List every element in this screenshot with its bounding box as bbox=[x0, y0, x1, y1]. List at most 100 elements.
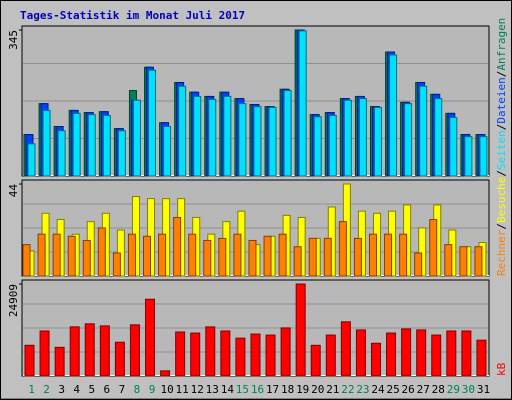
bar bbox=[263, 235, 272, 277]
bar bbox=[158, 233, 167, 277]
bar bbox=[54, 346, 65, 377]
x-tick-label: 29 bbox=[447, 383, 460, 396]
bar bbox=[308, 237, 317, 277]
x-tick-label: 2 bbox=[43, 383, 50, 396]
bar bbox=[235, 337, 246, 377]
bar bbox=[208, 98, 217, 177]
bar bbox=[328, 114, 337, 177]
x-tick-label: 18 bbox=[281, 383, 294, 396]
bar bbox=[280, 327, 291, 377]
bar bbox=[434, 98, 443, 177]
bar bbox=[338, 221, 347, 277]
x-tick-label: 8 bbox=[134, 383, 141, 396]
bar bbox=[148, 69, 157, 177]
bar bbox=[193, 95, 202, 177]
legend-separator: / bbox=[495, 170, 508, 177]
bar bbox=[238, 103, 247, 177]
bar bbox=[293, 246, 302, 277]
bar bbox=[268, 106, 277, 177]
bar bbox=[414, 252, 423, 277]
legend-entry: Rechner bbox=[495, 229, 508, 276]
bar bbox=[340, 321, 351, 377]
legend-entry: Dateien bbox=[495, 77, 508, 123]
x-tick-label: 13 bbox=[206, 383, 219, 396]
x-tick-label: 4 bbox=[73, 383, 80, 396]
bar bbox=[401, 328, 412, 377]
legend-entry: Anfragen bbox=[495, 18, 508, 71]
bar bbox=[72, 112, 81, 177]
x-tick-label: 30 bbox=[462, 383, 475, 396]
x-tick-label: 16 bbox=[251, 383, 264, 396]
x-tick-label: 5 bbox=[88, 383, 95, 396]
bar bbox=[203, 239, 212, 277]
bar bbox=[265, 334, 276, 377]
bar bbox=[173, 216, 182, 277]
bar bbox=[175, 331, 186, 377]
bar bbox=[69, 326, 80, 377]
bar bbox=[42, 109, 51, 177]
bar bbox=[370, 342, 381, 377]
bar bbox=[132, 99, 141, 177]
legend-separator: / bbox=[495, 124, 508, 131]
x-tick-label: 20 bbox=[311, 383, 324, 396]
y-tick-label: 24909 bbox=[7, 284, 20, 317]
x-tick-label: 14 bbox=[221, 383, 235, 396]
bar bbox=[399, 233, 408, 277]
bar bbox=[459, 246, 468, 277]
bar bbox=[117, 130, 126, 177]
y-tick-label: 345 bbox=[7, 30, 20, 50]
bar bbox=[178, 85, 187, 177]
x-tick-label: 3 bbox=[58, 383, 65, 396]
bar bbox=[250, 333, 261, 377]
bar bbox=[474, 246, 483, 277]
x-tick-label: 21 bbox=[326, 383, 339, 396]
x-tick-label: 25 bbox=[386, 383, 399, 396]
x-tick-label: 1 bbox=[28, 383, 35, 396]
bar bbox=[233, 233, 242, 277]
bar bbox=[419, 85, 428, 177]
bar bbox=[461, 330, 472, 377]
bar bbox=[449, 117, 458, 177]
bar bbox=[389, 54, 398, 177]
bar bbox=[283, 90, 292, 177]
bar bbox=[476, 339, 487, 377]
bar bbox=[82, 239, 91, 277]
bar bbox=[190, 332, 201, 377]
bar bbox=[143, 235, 152, 277]
bar bbox=[39, 330, 50, 377]
legend: kB bbox=[495, 362, 508, 376]
x-tick-label: 24 bbox=[371, 383, 385, 396]
bar bbox=[102, 114, 111, 177]
legend-entry: Seiten bbox=[495, 130, 508, 170]
x-tick-label: 15 bbox=[236, 383, 249, 396]
x-tick-label: 23 bbox=[356, 383, 369, 396]
chart-title: Tages-Statistik im Monat Juli 2017 bbox=[20, 9, 245, 22]
bar bbox=[160, 370, 171, 377]
bar bbox=[163, 125, 172, 177]
x-tick-label: 26 bbox=[402, 383, 415, 396]
bar bbox=[353, 237, 362, 277]
x-tick-label: 17 bbox=[266, 383, 279, 396]
bar bbox=[205, 326, 216, 377]
bar bbox=[368, 233, 377, 277]
legend-entry: kB bbox=[495, 362, 508, 376]
bar bbox=[313, 116, 322, 177]
bar bbox=[248, 239, 257, 277]
bar bbox=[112, 252, 121, 277]
y-tick-label: 44 bbox=[7, 184, 20, 198]
x-tick-label: 31 bbox=[477, 383, 490, 396]
bar bbox=[99, 325, 110, 377]
bar bbox=[464, 136, 473, 177]
bar bbox=[358, 98, 367, 177]
bar bbox=[429, 219, 438, 277]
bar bbox=[343, 99, 352, 177]
bar bbox=[416, 329, 427, 377]
bar bbox=[218, 237, 227, 277]
bar bbox=[97, 227, 106, 277]
bar bbox=[431, 334, 442, 377]
bar bbox=[188, 233, 197, 277]
legend-separator: / bbox=[495, 223, 508, 230]
x-tick-label: 11 bbox=[176, 383, 189, 396]
x-tick-label: 7 bbox=[119, 383, 126, 396]
